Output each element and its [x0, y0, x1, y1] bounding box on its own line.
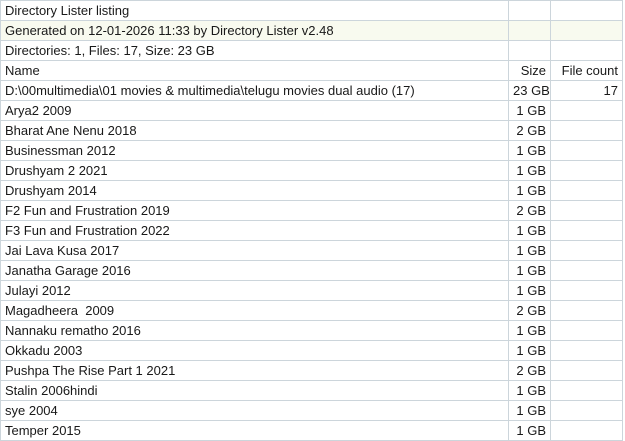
empty-cell[interactable] — [550, 400, 623, 421]
file-size-cell[interactable]: 1 GB — [508, 220, 551, 241]
file-row: Jai Lava Kusa 2017 1 GB — [0, 240, 623, 261]
file-row: Pushpa The Rise Part 1 2021 2 GB — [0, 360, 623, 381]
empty-cell[interactable] — [550, 200, 623, 221]
file-name-cell[interactable]: Bharat Ane Nenu 2018 — [0, 120, 509, 141]
file-row: Janatha Garage 2016 1 GB — [0, 260, 623, 281]
file-row: Temper 2015 1 GB — [0, 420, 623, 441]
file-name-cell[interactable]: Okkadu 2003 — [0, 340, 509, 361]
file-row: F3 Fun and Frustration 2022 1 GB — [0, 220, 623, 241]
file-row: sye 2004 1 GB — [0, 400, 623, 421]
empty-cell[interactable] — [550, 240, 623, 261]
file-name-cell[interactable]: Arya2 2009 — [0, 100, 509, 121]
title-row: Directory Lister listing — [0, 0, 623, 21]
file-size-cell[interactable]: 1 GB — [508, 380, 551, 401]
file-size-cell[interactable]: 1 GB — [508, 160, 551, 181]
file-name-cell[interactable]: Julayi 2012 — [0, 280, 509, 301]
file-size-cell[interactable]: 1 GB — [508, 100, 551, 121]
empty-cell[interactable] — [550, 280, 623, 301]
file-row: Drushyam 2014 1 GB — [0, 180, 623, 201]
empty-cell[interactable] — [550, 0, 623, 21]
empty-cell[interactable] — [550, 220, 623, 241]
empty-cell[interactable] — [550, 320, 623, 341]
file-row: Nannaku rematho 2016 1 GB — [0, 320, 623, 341]
directory-size-cell[interactable]: 23 GB — [508, 80, 551, 101]
file-size-cell[interactable]: 1 GB — [508, 400, 551, 421]
empty-cell[interactable] — [508, 0, 551, 21]
file-size-cell[interactable]: 1 GB — [508, 420, 551, 441]
file-name-cell[interactable]: Drushyam 2 2021 — [0, 160, 509, 181]
file-name-cell[interactable]: Temper 2015 — [0, 420, 509, 441]
file-size-cell[interactable]: 1 GB — [508, 320, 551, 341]
file-size-cell[interactable]: 2 GB — [508, 200, 551, 221]
file-row: Julayi 2012 1 GB — [0, 280, 623, 301]
file-row: Stalin 2006hindi 1 GB — [0, 380, 623, 401]
file-name-cell[interactable]: Businessman 2012 — [0, 140, 509, 161]
file-size-cell[interactable]: 1 GB — [508, 280, 551, 301]
empty-cell[interactable] — [550, 160, 623, 181]
empty-cell[interactable] — [550, 420, 623, 441]
file-row: Businessman 2012 1 GB — [0, 140, 623, 161]
file-name-cell[interactable]: Janatha Garage 2016 — [0, 260, 509, 281]
empty-cell[interactable] — [550, 120, 623, 141]
directory-row: D:\00multimedia\01 movies & multimedia\t… — [0, 80, 623, 101]
file-size-cell[interactable]: 1 GB — [508, 180, 551, 201]
empty-cell[interactable] — [508, 20, 551, 41]
file-row: Okkadu 2003 1 GB — [0, 340, 623, 361]
empty-cell[interactable] — [550, 40, 623, 61]
file-size-cell[interactable]: 2 GB — [508, 360, 551, 381]
file-name-cell[interactable]: F2 Fun and Frustration 2019 — [0, 200, 509, 221]
empty-cell[interactable] — [550, 140, 623, 161]
file-size-cell[interactable]: 2 GB — [508, 300, 551, 321]
file-name-cell[interactable]: Drushyam 2014 — [0, 180, 509, 201]
empty-cell[interactable] — [508, 40, 551, 61]
empty-cell[interactable] — [550, 360, 623, 381]
file-size-cell[interactable]: 1 GB — [508, 260, 551, 281]
column-header-name[interactable]: Name — [0, 60, 509, 81]
file-name-cell[interactable]: F3 Fun and Frustration 2022 — [0, 220, 509, 241]
file-size-cell[interactable]: 1 GB — [508, 240, 551, 261]
file-size-cell[interactable]: 1 GB — [508, 140, 551, 161]
file-row: Arya2 2009 1 GB — [0, 100, 623, 121]
file-name-cell[interactable]: Pushpa The Rise Part 1 2021 — [0, 360, 509, 381]
empty-cell[interactable] — [550, 340, 623, 361]
column-header-file-count[interactable]: File count — [550, 60, 623, 81]
generated-row: Generated on 12-01-2026 11:33 by Directo… — [0, 20, 623, 41]
file-size-cell[interactable]: 2 GB — [508, 120, 551, 141]
summary-row: Directories: 1, Files: 17, Size: 23 GB — [0, 40, 623, 61]
file-row: Bharat Ane Nenu 2018 2 GB — [0, 120, 623, 141]
file-name-cell[interactable]: Jai Lava Kusa 2017 — [0, 240, 509, 261]
empty-cell[interactable] — [550, 180, 623, 201]
empty-cell[interactable] — [550, 20, 623, 41]
listing-title-cell[interactable]: Directory Lister listing — [0, 0, 509, 21]
directory-file-count-cell[interactable]: 17 — [550, 80, 623, 101]
directory-path-cell[interactable]: D:\00multimedia\01 movies & multimedia\t… — [0, 80, 509, 101]
empty-cell[interactable] — [550, 380, 623, 401]
empty-cell[interactable] — [550, 300, 623, 321]
column-header-size[interactable]: Size — [508, 60, 551, 81]
file-name-cell[interactable]: Magadheera 2009 — [0, 300, 509, 321]
file-row: Magadheera 2009 2 GB — [0, 300, 623, 321]
generated-info-cell[interactable]: Generated on 12-01-2026 11:33 by Directo… — [0, 20, 509, 41]
file-row: F2 Fun and Frustration 2019 2 GB — [0, 200, 623, 221]
empty-cell[interactable] — [550, 260, 623, 281]
file-size-cell[interactable]: 1 GB — [508, 340, 551, 361]
file-row: Drushyam 2 2021 1 GB — [0, 160, 623, 181]
file-name-cell[interactable]: sye 2004 — [0, 400, 509, 421]
empty-cell[interactable] — [550, 100, 623, 121]
summary-cell[interactable]: Directories: 1, Files: 17, Size: 23 GB — [0, 40, 509, 61]
file-name-cell[interactable]: Stalin 2006hindi — [0, 380, 509, 401]
header-row: Name Size File count — [0, 60, 623, 81]
file-name-cell[interactable]: Nannaku rematho 2016 — [0, 320, 509, 341]
